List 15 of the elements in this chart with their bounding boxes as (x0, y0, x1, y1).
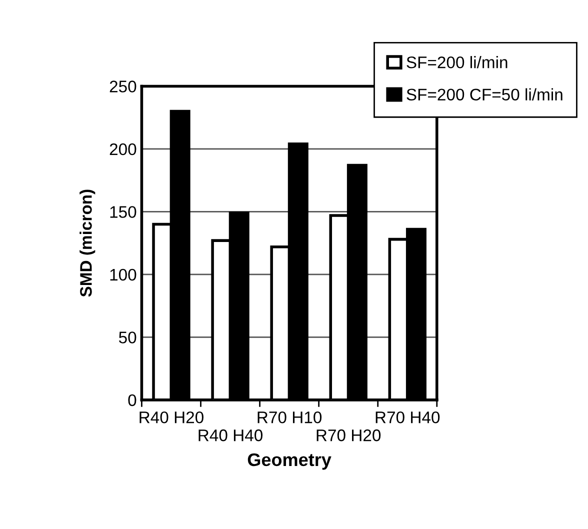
x-tick-label: R70 H20 (316, 429, 381, 442)
x-tick-label: R40 H20 (140, 411, 204, 424)
x-tick-label: R70 H40 (376, 411, 440, 424)
legend-label: SF=200 CF=50 li/min (406, 88, 562, 100)
legend-label: SF=200 li/min (406, 56, 508, 68)
y-tick-label: 200 (110, 143, 136, 156)
x-tick-label: R40 H40 (198, 429, 262, 442)
y-tick-label: 250 (110, 80, 136, 92)
y-axis-title: SMD (micron) (80, 190, 96, 297)
y-tick-label: 0 (128, 394, 136, 406)
x-axis-title: Geometry (248, 453, 332, 470)
y-tick-label: 150 (110, 206, 136, 218)
y-tick-label: 100 (110, 268, 136, 281)
y-tick-label: 50 (118, 332, 136, 344)
x-tick-label: R70 H10 (258, 411, 322, 424)
